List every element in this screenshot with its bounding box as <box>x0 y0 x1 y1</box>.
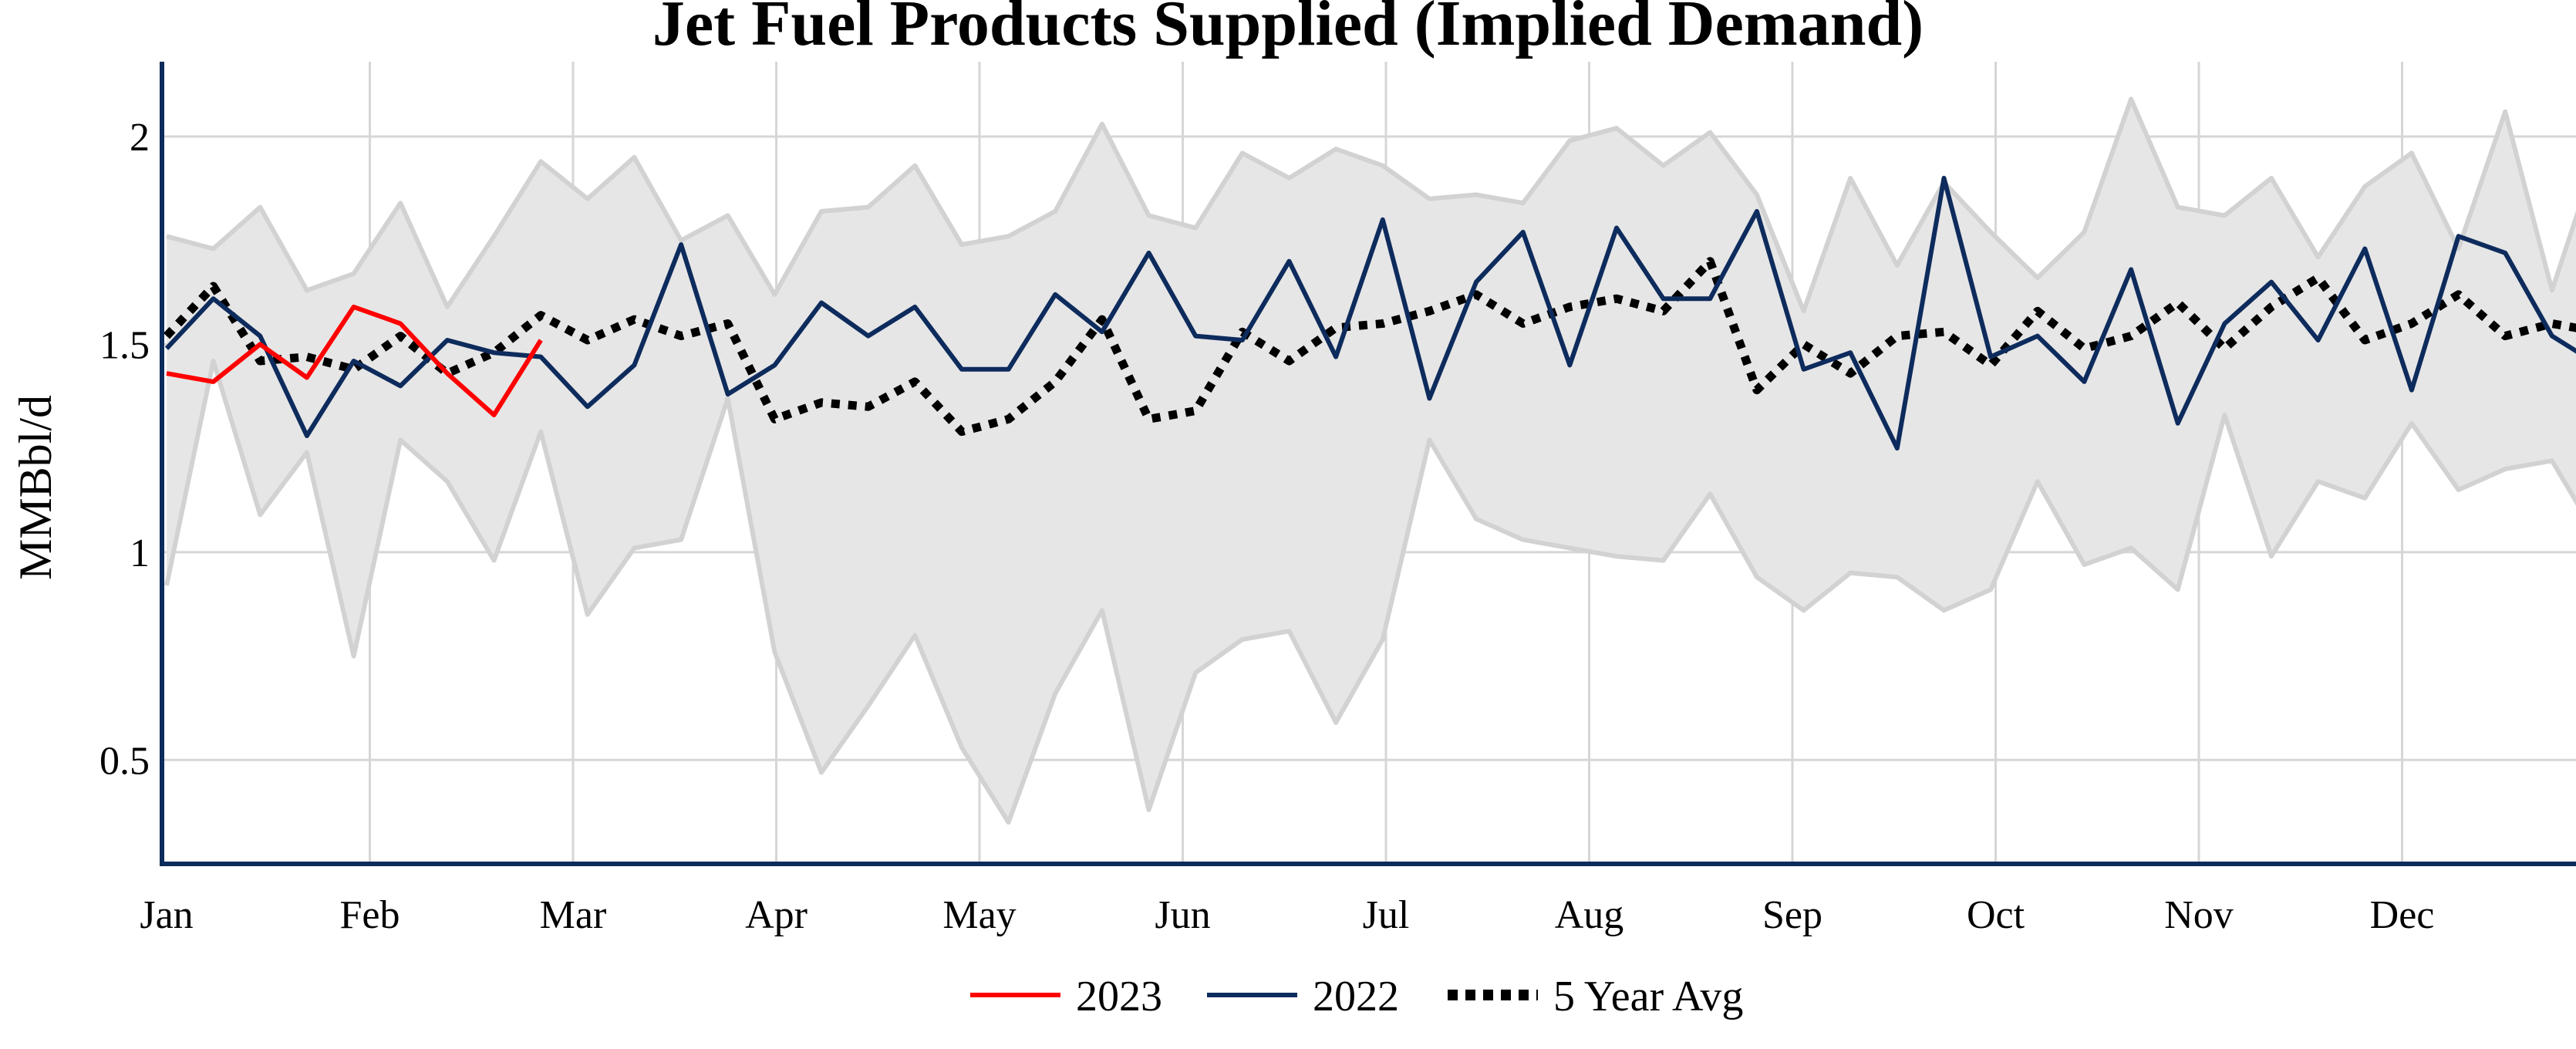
x-tick-label: Sep <box>1762 893 1822 937</box>
series-line-2022 <box>164 175 2576 451</box>
legend-label-2022: 2022 <box>1313 973 1399 1020</box>
series-line-5-year-avg <box>163 257 2576 437</box>
range-band-lower-edge <box>164 359 2576 825</box>
x-tick-label: May <box>942 893 1016 937</box>
x-tick-label: Mar <box>540 893 607 937</box>
y-tick-label: 1 <box>130 531 150 575</box>
y-tick-label: 0.5 <box>99 739 150 783</box>
legend-item-5-year-avg: 5 Year Avg <box>1448 973 1743 1020</box>
legend-item-2023: 2023 <box>970 973 1162 1020</box>
x-tick-label: Jul <box>1363 893 1410 937</box>
range-band-area <box>167 99 2576 823</box>
y-tick-label: 2 <box>130 116 150 160</box>
axis-layer <box>160 62 2576 866</box>
x-tick-label: Dec <box>2370 893 2435 937</box>
x-tick-label: Nov <box>2164 893 2234 937</box>
legend-label-2023: 2023 <box>1076 973 1162 1020</box>
x-tick-label: Aug <box>1555 893 1624 937</box>
x-tick-label: Apr <box>745 893 808 937</box>
x-tick-label: Feb <box>340 893 400 937</box>
legend-item-2022: 2022 <box>1207 973 1399 1020</box>
x-tick-label: Jun <box>1155 893 1210 937</box>
x-tick-label: Oct <box>1967 893 2025 937</box>
legend-label-5-year-avg: 5 Year Avg <box>1553 973 1743 1020</box>
range-band-layer <box>164 96 2576 825</box>
legend: 2023 2022 5 Year Avg <box>970 973 1743 1020</box>
y-axis-label: MMBbl/d <box>10 395 61 580</box>
x-tick-label: Jan <box>140 893 193 937</box>
chart-title: Jet Fuel Products Supplied (Implied Dema… <box>652 0 1924 59</box>
series-line-2023 <box>166 304 543 417</box>
series-layer <box>163 175 2576 451</box>
y-tick-label: 1.5 <box>99 323 150 367</box>
range-band-upper-edge <box>166 96 2576 314</box>
tick-label-layer: Jan Feb Mar Apr May Jun Jul Aug Sep Oct Nov Dec 0.5 1… <box>99 116 2434 937</box>
